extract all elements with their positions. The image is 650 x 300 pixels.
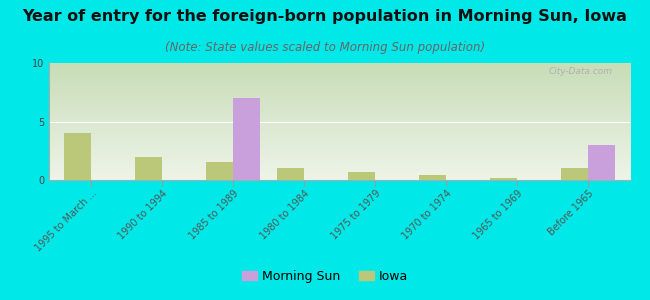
Bar <box>233 98 260 180</box>
Bar <box>588 145 615 180</box>
Text: (Note: State values scaled to Morning Sun population): (Note: State values scaled to Morning Su… <box>165 40 485 53</box>
Bar <box>419 175 446 180</box>
Text: City-Data.com: City-Data.com <box>549 67 613 76</box>
Text: Year of entry for the foreign-born population in Morning Sun, Iowa: Year of entry for the foreign-born popul… <box>23 9 627 24</box>
Bar <box>206 162 233 180</box>
Bar <box>277 168 304 180</box>
Bar <box>64 133 91 180</box>
Bar <box>348 172 375 180</box>
Bar <box>135 157 162 180</box>
Bar <box>561 168 588 180</box>
Bar <box>490 178 517 180</box>
Legend: Morning Sun, Iowa: Morning Sun, Iowa <box>237 265 413 288</box>
